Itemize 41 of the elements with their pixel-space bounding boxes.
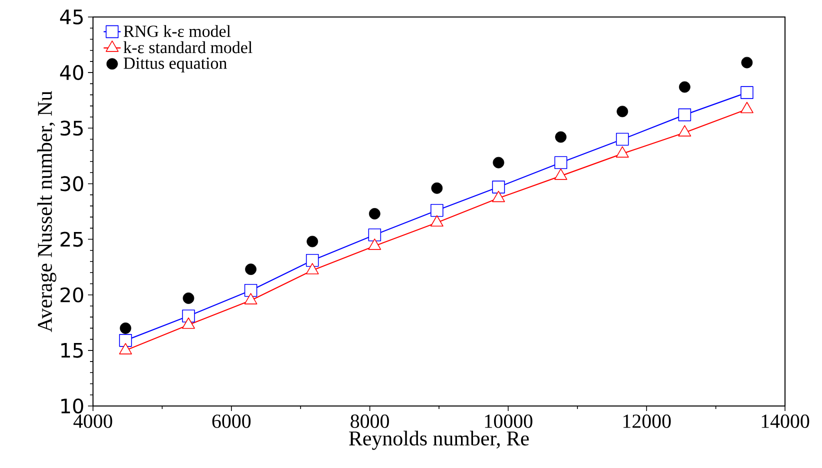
- point: [182, 310, 195, 322]
- point: [616, 132, 629, 146]
- point: [368, 208, 380, 220]
- point: [740, 86, 754, 99]
- point: [182, 292, 194, 304]
- legend-label: RNG k-ε model: [124, 25, 231, 37]
- point: [244, 284, 258, 297]
- point: [492, 180, 505, 194]
- point: [741, 56, 753, 68]
- y-tick-label: 25: [60, 232, 83, 247]
- point: [678, 81, 690, 93]
- point: [245, 264, 256, 275]
- legend-label: Dittus equation: [124, 58, 227, 72]
- point: [431, 182, 443, 194]
- x-tick-label: 6000: [212, 414, 251, 428]
- point: [554, 156, 568, 169]
- y-tick-label: 20: [60, 287, 84, 302]
- y-tick-label: 30: [60, 176, 84, 192]
- x-tick-label: 10000: [485, 414, 532, 428]
- point: [306, 254, 319, 267]
- point: [678, 108, 692, 122]
- point: [430, 204, 444, 217]
- point: [119, 334, 132, 347]
- y-tick-label: 10: [61, 398, 84, 414]
- point: [120, 322, 132, 334]
- x-axis-title: Reynolds number, Re: [349, 430, 529, 450]
- x-tick-label: 14000: [762, 414, 810, 428]
- x-tick-label: 8000: [350, 414, 389, 428]
- y-tick-label: 40: [60, 65, 84, 80]
- x-tick-label: 12000: [623, 414, 671, 428]
- y-tick-label: 15: [61, 343, 83, 358]
- y-tick-label: 45: [60, 10, 83, 24]
- legend-label: k-ε standard model: [124, 41, 252, 54]
- y-tick-label: 35: [60, 120, 83, 136]
- x-tick-label: 4000: [73, 414, 112, 428]
- point: [616, 106, 628, 118]
- point: [555, 131, 566, 143]
- point: [368, 228, 382, 242]
- point: [306, 236, 318, 248]
- point: [492, 156, 504, 168]
- y-axis-title: Average Nusselt number, Nu: [37, 91, 56, 332]
